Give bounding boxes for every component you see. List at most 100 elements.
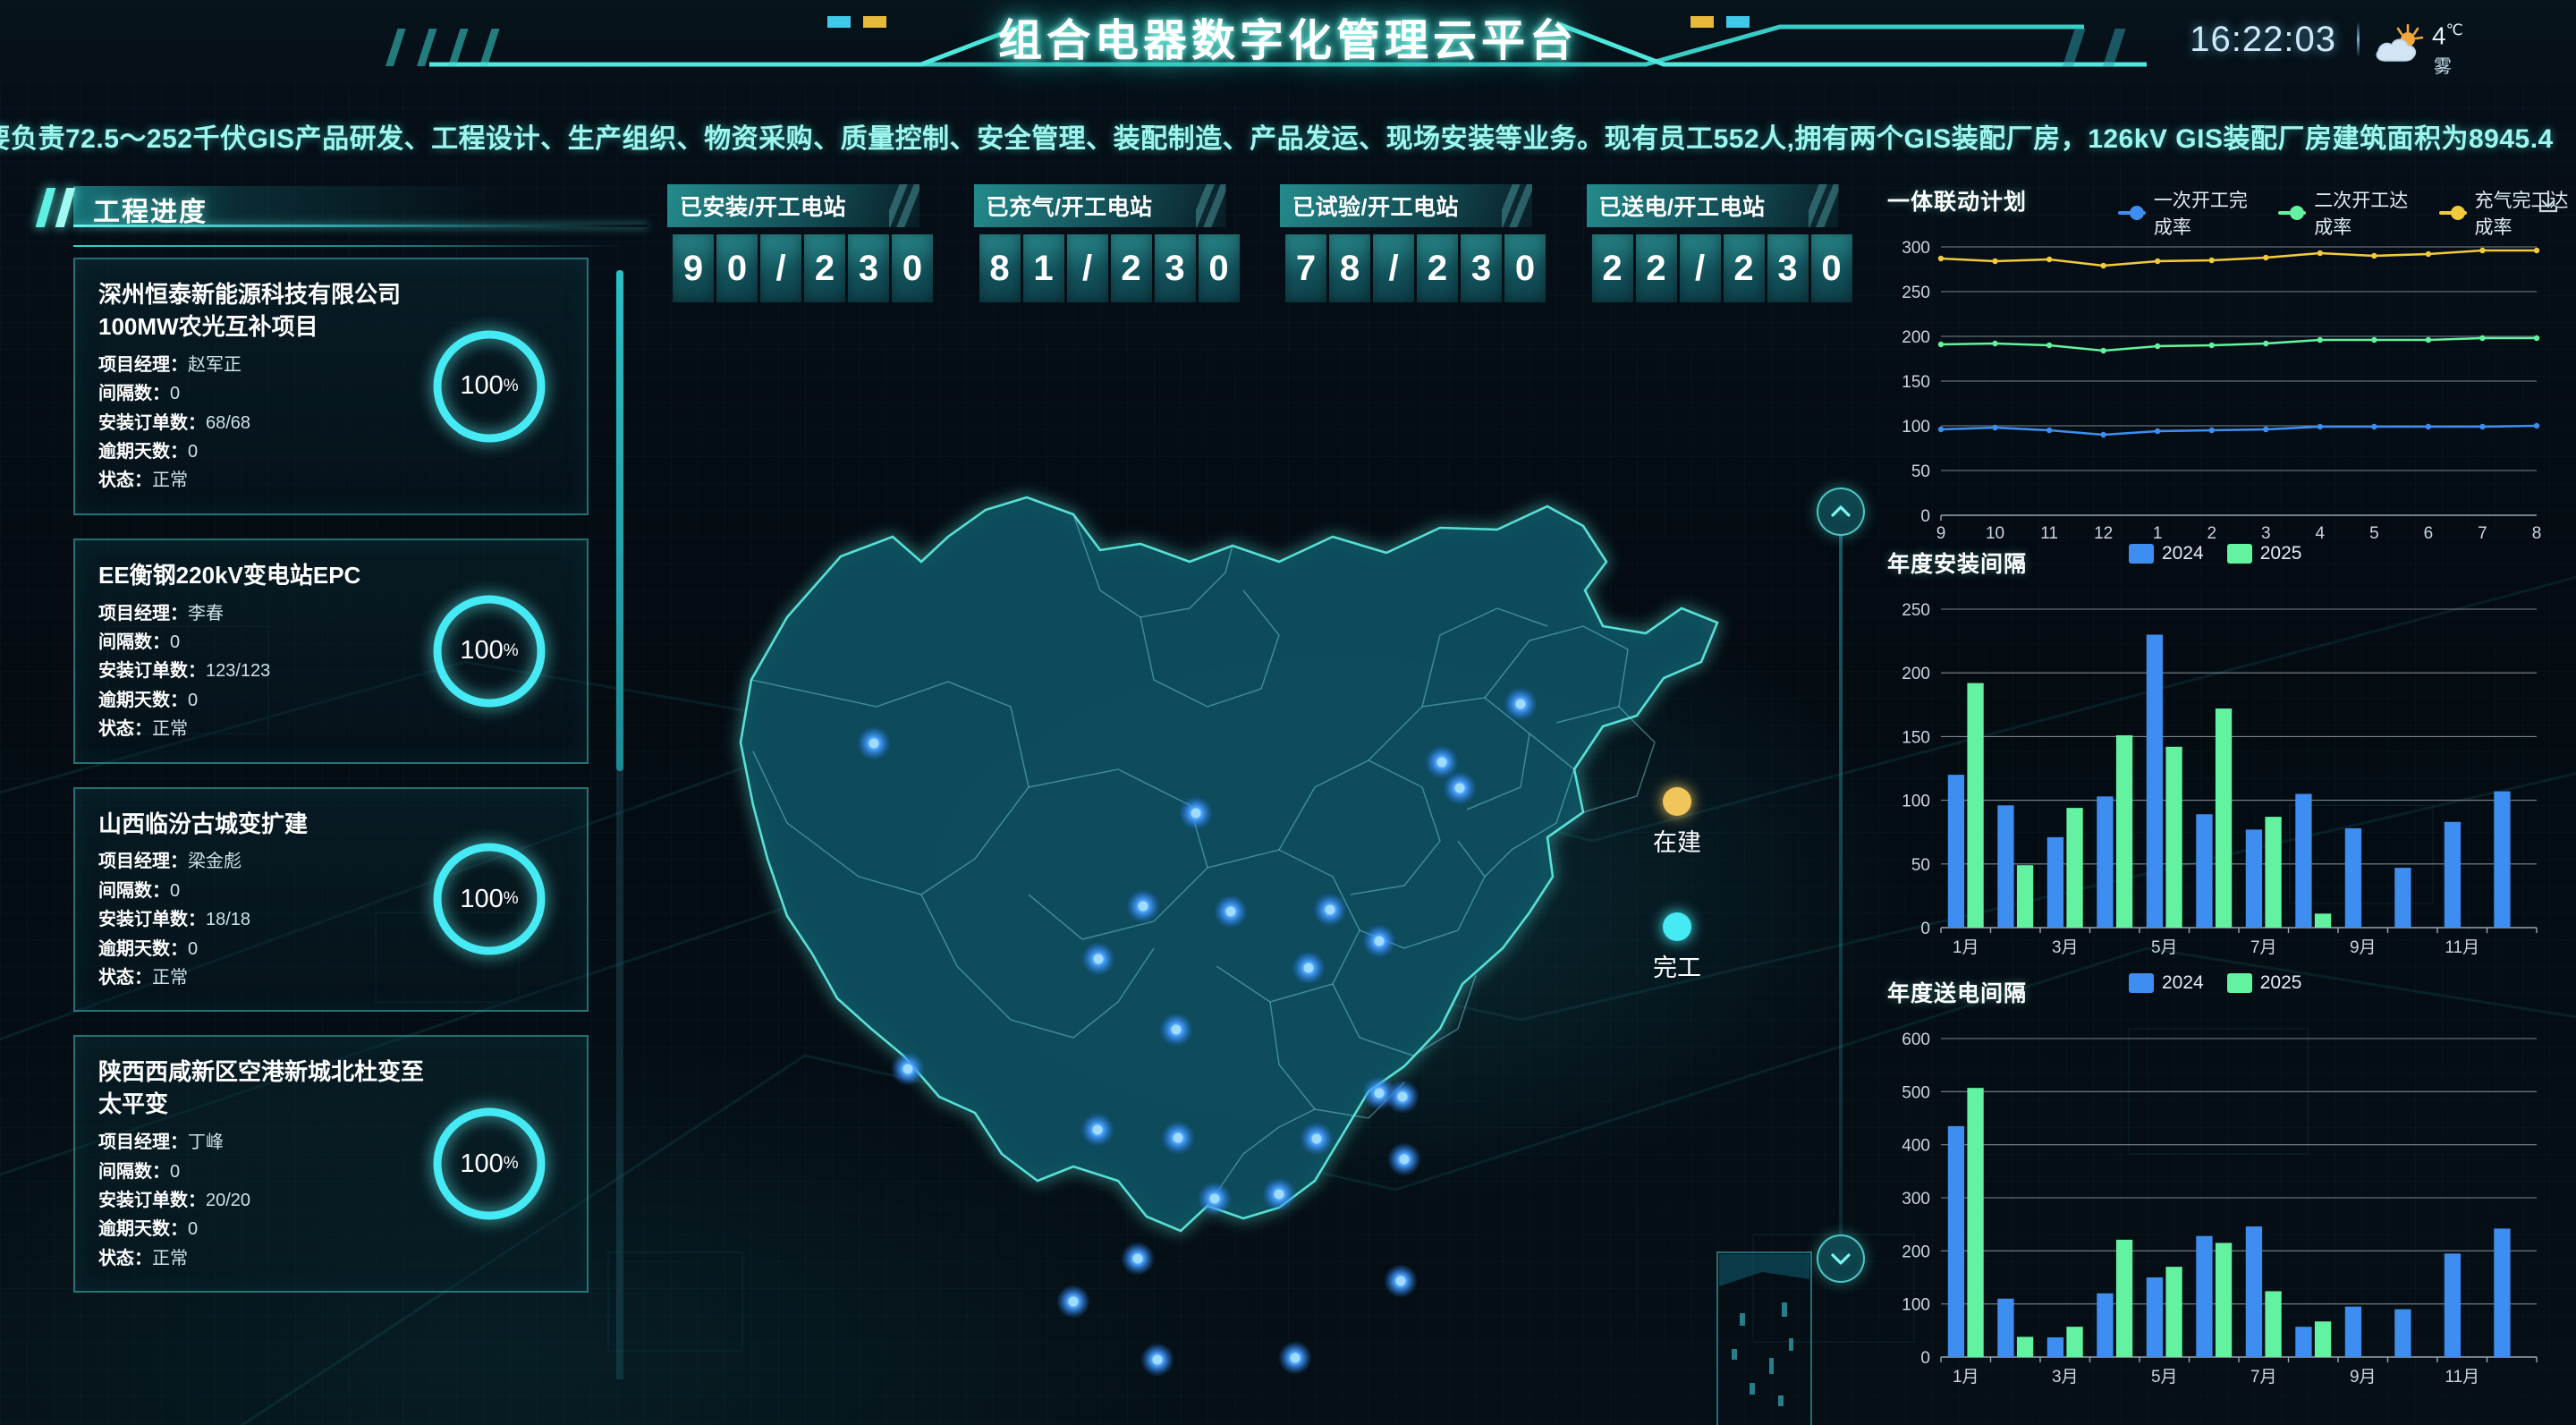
bar[interactable]	[2215, 708, 2233, 928]
legend-item[interactable]: 2025	[2226, 972, 2301, 994]
bar[interactable]	[2295, 1327, 2312, 1357]
kpi-tab-accent	[889, 184, 919, 227]
bar[interactable]	[2046, 1337, 2064, 1357]
bar[interactable]	[2115, 734, 2133, 928]
bar[interactable]	[1967, 1088, 1984, 1357]
chart-plot-area[interactable]: 0 50 100 150 200 250 300 9 10 11 12 1 2 3 4 5 6 7 8	[1878, 240, 2576, 555]
bar[interactable]	[2165, 1267, 2182, 1357]
gauge-text: 100%	[460, 636, 519, 666]
svg-text:11: 11	[2040, 524, 2058, 543]
project-card[interactable]: EE衡钢220kV变电站EPC 项目经理：李春 间隔数：0 安装订单数：123/123…	[73, 538, 589, 764]
bar[interactable]	[2146, 634, 2164, 928]
bar[interactable]	[2215, 1243, 2233, 1357]
kpi-card[interactable]: 已充气/开工电站 8 1/2 3 0	[973, 184, 1245, 310]
label-manager: 项目经理：	[98, 354, 188, 375]
project-card[interactable]: 陕西西咸新区空港新城北杜变至太平变 项目经理：丁峰 间隔数：0 安装订单数：20/20…	[73, 1035, 589, 1294]
kpi-tab[interactable]: 已试验/开工电站	[1280, 184, 1532, 227]
kpi-tab[interactable]: 已安装/开工电站	[667, 184, 919, 227]
legend-item[interactable]: 一次开工完成率	[2118, 186, 2255, 240]
bar[interactable]	[2066, 1327, 2083, 1357]
svg-text:7月: 7月	[2250, 1368, 2277, 1387]
svg-text:1月: 1月	[1953, 938, 1979, 957]
bar[interactable]	[1967, 683, 1984, 928]
bar[interactable]	[2394, 1309, 2411, 1357]
svg-text:9月: 9月	[2350, 1368, 2377, 1387]
bar[interactable]	[2394, 868, 2411, 928]
svg-text:10: 10	[1986, 524, 2004, 543]
chart-legend[interactable]: 一次开工完成率 二次开工达成率 充气完工达成率	[2118, 186, 2576, 240]
bar[interactable]	[2115, 1239, 2133, 1357]
svg-text:5: 5	[2369, 524, 2379, 543]
kpi-digit: 2	[1591, 234, 1633, 302]
kpi-card[interactable]: 已安装/开工电站 9 0/2 3 0	[667, 184, 938, 310]
bar[interactable]	[2444, 1253, 2462, 1357]
chart-plot-area[interactable]: 0 100 200 300 400 500 600 1月 3月 5月 7月 9月 11月	[1878, 1031, 2576, 1396]
map-scroll-up-button[interactable]	[1817, 488, 1865, 536]
project-card[interactable]: 山西临汾古城变扩建 项目经理：梁金彪 间隔数：0 安装订单数：18/18 逾期天数：0 状…	[73, 786, 589, 1013]
legend-item[interactable]: 充气完工达成率	[2438, 186, 2576, 240]
bar[interactable]	[2245, 1226, 2263, 1357]
project-list-scrollbar-track[interactable]	[616, 270, 623, 1379]
label-overdue: 逾期天数：	[98, 441, 188, 462]
chart-bar-2[interactable]: 年度送电间隔 2024 2025 0 100 200 300 400 500 600 1月 3月 5月 7…	[1878, 967, 2576, 1405]
bar[interactable]	[2494, 791, 2511, 928]
chart-line-0[interactable]: 一体联动计划 一次开工完成率 二次开工达成率 充气完工达成率 0 50 100 150 200 2…	[1878, 184, 2576, 543]
label-orders: 安装订单数：	[98, 661, 206, 682]
map-scroll-down-button[interactable]	[1817, 1234, 1865, 1283]
china-map-svg[interactable]	[653, 322, 1860, 1425]
project-card-list[interactable]: 深州恒泰新能源科技有限公司100MW农光互补项目 项目经理：赵军正 间隔数：0 安装订…	[73, 258, 648, 1421]
bar[interactable]	[2344, 1306, 2362, 1357]
project-card[interactable]: 深州恒泰新能源科技有限公司100MW农光互补项目 项目经理：赵军正 间隔数：0 安装订…	[73, 258, 589, 515]
kpi-digit: 3	[848, 234, 889, 302]
value-orders: 68/68	[206, 412, 251, 433]
chart-title: 一体联动计划	[1887, 190, 2028, 215]
chart-plot-area[interactable]: 0 50 100 150 200 250 1月 3月 5月 7月 9月 11月	[1878, 602, 2576, 967]
bar[interactable]	[2016, 1336, 2034, 1357]
bar[interactable]	[1997, 805, 2014, 928]
bar[interactable]	[2016, 865, 2034, 928]
legend-item[interactable]: 2025	[2226, 543, 2301, 564]
china-map[interactable]	[653, 322, 1860, 1425]
bar[interactable]	[2494, 1228, 2511, 1357]
bar[interactable]	[2314, 1321, 2332, 1357]
bar[interactable]	[2196, 814, 2213, 928]
bar[interactable]	[2046, 836, 2064, 928]
legend-item[interactable]: 2024	[2129, 972, 2204, 994]
bar[interactable]	[2146, 1277, 2164, 1357]
bar[interactable]	[2196, 1235, 2213, 1357]
bar[interactable]	[2265, 1291, 2282, 1357]
chart-bar-1[interactable]: 年度安装间隔 2024 2025 0 50 100 150 200 250 1月 3月 5月 7月 9月 1…	[1878, 538, 2576, 967]
project-list-scrollbar-thumb[interactable]	[616, 270, 623, 771]
value-orders: 18/18	[206, 910, 251, 930]
kpi-tab[interactable]: 已送电/开工电站	[1586, 184, 1839, 227]
legend-item[interactable]: 二次开工达成率	[2278, 186, 2415, 240]
legend-item[interactable]: 2024	[2129, 543, 2204, 564]
bar[interactable]	[1997, 1298, 2014, 1357]
bar[interactable]	[2097, 1293, 2114, 1357]
value-overdue: 0	[188, 938, 199, 959]
kpi-tab[interactable]: 已充气/开工电站	[973, 184, 1226, 227]
bar[interactable]	[2066, 808, 2083, 928]
bar[interactable]	[2295, 793, 2312, 928]
kpi-digit: 9	[673, 234, 714, 302]
bar[interactable]	[2165, 746, 2182, 928]
project-orders-row: 安装订单数：18/18	[98, 905, 564, 934]
kpi-card[interactable]: 已送电/开工电站 2 2/2 3 0	[1586, 184, 1858, 310]
download-icon[interactable]	[2535, 188, 2562, 215]
bar[interactable]	[2314, 913, 2332, 928]
bar[interactable]	[2245, 829, 2263, 928]
kpi-digit: /	[1679, 234, 1721, 302]
bar[interactable]	[2265, 817, 2282, 928]
legend-label-completed: 完工	[1653, 954, 1701, 981]
bar[interactable]	[1947, 775, 1965, 928]
bar[interactable]	[2344, 827, 2362, 928]
bar[interactable]	[2444, 821, 2462, 928]
chart-legend[interactable]: 2024 2025	[2129, 543, 2301, 564]
project-intervals-row: 间隔数：0	[98, 379, 564, 408]
bar[interactable]	[2097, 796, 2114, 928]
bar[interactable]	[1947, 1125, 1965, 1357]
chart-legend[interactable]: 2024 2025	[2129, 972, 2301, 994]
kpi-card[interactable]: 已试验/开工电站 7 8/2 3 0	[1280, 184, 1551, 310]
map-data-points[interactable]	[857, 687, 1538, 1377]
project-status-row: 状态：正常	[98, 963, 564, 992]
